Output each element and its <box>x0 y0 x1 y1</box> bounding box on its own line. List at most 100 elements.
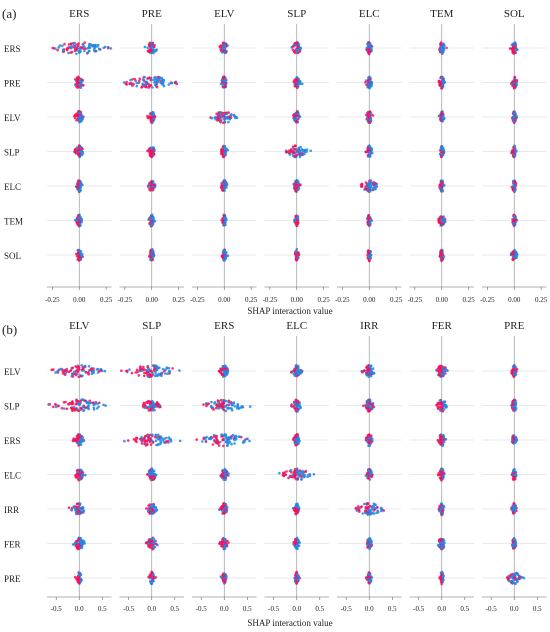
shap-point <box>367 150 371 154</box>
shap-point <box>143 371 146 375</box>
x-tick-label: 0.5 <box>388 605 397 613</box>
shap-point <box>62 407 66 410</box>
shap-point <box>120 369 123 373</box>
shap-point <box>73 150 76 153</box>
shap-point <box>88 399 91 403</box>
shap-point <box>154 434 158 437</box>
shap-point <box>87 406 90 410</box>
shap-point <box>57 46 61 49</box>
shap-point <box>360 505 363 508</box>
shap-point <box>77 580 81 584</box>
x-tick-label: -0.25 <box>45 296 60 304</box>
shap-point <box>162 79 165 82</box>
shap-point <box>370 82 374 85</box>
shap-point <box>440 86 443 90</box>
shap-point <box>367 367 371 371</box>
shap-point <box>225 471 228 475</box>
shap-point <box>155 508 159 512</box>
shap-point <box>367 444 370 448</box>
shap-point <box>223 367 227 371</box>
shap-point <box>76 49 79 52</box>
column-title: ELC <box>286 320 307 332</box>
shap-point <box>376 509 380 513</box>
column-title: SOL <box>504 8 525 20</box>
shap-point <box>157 403 161 406</box>
row-label-slp: SLP <box>4 148 20 158</box>
shap-point <box>222 375 225 379</box>
x-tick-label: 0.00 <box>146 296 159 304</box>
shap-point <box>151 408 155 412</box>
shap-point <box>222 111 226 115</box>
shap-point <box>76 221 79 224</box>
shap-point <box>371 367 375 370</box>
shap-point <box>147 541 151 544</box>
shap-point <box>151 433 154 437</box>
shap-point <box>104 404 107 407</box>
shap-point <box>296 437 300 440</box>
shap-point <box>293 374 297 378</box>
shap-point <box>284 473 288 477</box>
shap-point <box>289 150 293 154</box>
shap-point <box>295 470 298 474</box>
shap-point <box>296 184 300 187</box>
shap-point <box>152 117 156 121</box>
shap-point <box>131 78 134 81</box>
x-tick-label: -0.25 <box>335 296 350 304</box>
shap-point <box>150 155 153 159</box>
shap-point <box>73 407 76 411</box>
shap-point <box>441 220 445 223</box>
x-tick-label: -0.25 <box>263 296 278 304</box>
shap-point <box>210 116 214 120</box>
shap-point <box>77 144 81 147</box>
shap-point <box>134 436 138 440</box>
shap-point <box>83 49 86 53</box>
shap-point <box>77 251 80 255</box>
shap-point <box>295 247 299 251</box>
shap-point <box>312 473 316 476</box>
shap-point <box>290 475 293 478</box>
shap-point <box>154 49 157 53</box>
shap-point <box>295 536 299 540</box>
shap-point <box>220 435 223 438</box>
shap-point <box>74 44 77 47</box>
shap-point <box>157 443 160 446</box>
shap-point <box>240 405 243 409</box>
shap-point <box>366 400 369 403</box>
shap-point <box>76 438 79 442</box>
shap-point <box>81 506 85 509</box>
shap-point <box>234 434 237 438</box>
x-tick-label: 0.00 <box>363 296 376 304</box>
shap-point <box>78 249 81 252</box>
shap-point <box>296 511 299 515</box>
shap-point <box>153 364 157 367</box>
column-title: ELC <box>359 8 380 20</box>
shap-point <box>222 214 226 217</box>
shap-point <box>151 478 155 482</box>
shap-point <box>367 119 371 123</box>
shap-point <box>297 186 300 190</box>
shap-point <box>220 507 223 511</box>
x-tick-label: -0.5 <box>123 605 135 613</box>
shap-point <box>367 249 370 253</box>
shap-point <box>77 537 81 541</box>
shap-point <box>297 404 300 408</box>
shap-point <box>150 253 154 256</box>
shap-point <box>152 545 155 549</box>
shap-point <box>222 115 225 118</box>
shap-point <box>225 510 228 514</box>
shap-point <box>513 180 517 183</box>
shap-point <box>512 121 516 124</box>
shap-point <box>221 437 225 441</box>
shap-point <box>221 217 224 221</box>
shap-point <box>222 75 225 79</box>
shap-point <box>69 46 72 49</box>
x-tick-label: 0.25 <box>535 296 548 304</box>
shap-point <box>291 154 295 158</box>
shap-point <box>439 118 442 121</box>
shap-point <box>167 436 171 439</box>
shap-point <box>148 150 152 154</box>
shap-point <box>293 112 297 116</box>
shap-point <box>149 574 153 577</box>
shap-point <box>167 366 171 370</box>
shap-point <box>299 406 302 410</box>
